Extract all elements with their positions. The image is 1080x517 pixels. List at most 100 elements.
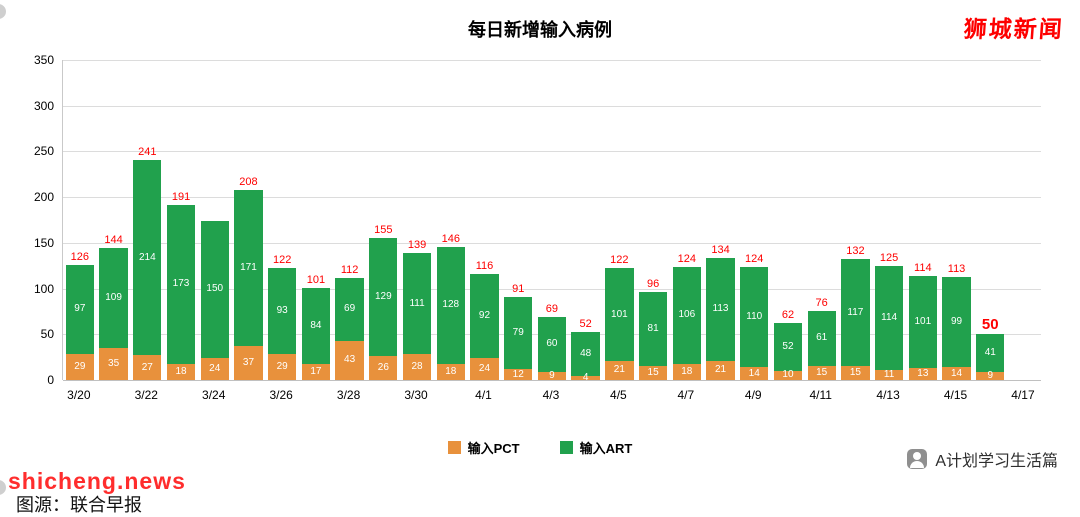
stacked-bar: 93 29 <box>268 268 297 380</box>
stacked-bar: 106 18 <box>672 266 701 380</box>
gridline <box>63 380 1041 381</box>
bar-slot: 124 106 18 <box>670 60 704 380</box>
bar-slot: 155 129 26 <box>366 60 400 380</box>
stacked-bar: 114 11 <box>874 265 904 380</box>
bar-slot: 150 24 <box>198 60 232 380</box>
bar-total-label: 116 <box>475 259 494 272</box>
brand-watermark: 狮城新闻 <box>962 16 1065 42</box>
stacked-bar: 97 29 <box>65 264 95 380</box>
bar-total-label: 132 <box>846 245 865 258</box>
bar-total-label: 62 <box>781 309 795 322</box>
x-axis-tick-label: 4/11 <box>809 388 832 402</box>
bar-segment-art: 61 <box>807 310 836 367</box>
bar-segment-art: 84 <box>301 287 331 365</box>
bar-segment-pct: 15 <box>807 366 836 380</box>
bar-slot: 122 93 29 <box>265 60 299 380</box>
bar-segment-pct: 21 <box>605 360 634 380</box>
x-axis-tick-label <box>231 388 265 402</box>
bar-segment-pct: 18 <box>436 363 465 380</box>
legend-item-art: 输入ART <box>559 438 632 457</box>
bar-slot: 112 69 43 <box>333 60 367 380</box>
bar-segment-pct: 15 <box>841 366 870 380</box>
bar-slot: 62 52 10 <box>771 60 805 380</box>
bar-slot: 114 101 13 <box>906 60 940 380</box>
bar-slot: 52 48 4 <box>569 60 603 382</box>
x-axis-tick-label: 4/9 <box>744 388 762 402</box>
bar-slot: 134 113 21 <box>704 60 738 380</box>
x-axis-tick-label <box>770 388 804 402</box>
x-axis-tick-label: 4/1 <box>475 388 492 402</box>
bar-segment-art: 171 <box>234 189 263 347</box>
bar-total-label: 124 <box>677 252 696 265</box>
bar-total-label: 76 <box>815 296 828 309</box>
x-axis-tick-label: 3/28 <box>336 388 361 402</box>
stacked-bar: 113 21 <box>706 257 735 380</box>
bar-total-label: 122 <box>272 254 292 267</box>
x-axis-tick-label <box>568 388 602 402</box>
gridline <box>63 60 1041 61</box>
bar-segment-art: 97 <box>65 264 95 354</box>
bar-series: 126 97 29 144 109 35 241 214 27 191 173 18 150 24 208 1… <box>63 60 1041 382</box>
y-axis-tick-label: 150 <box>33 235 54 250</box>
bar-segment-pct: 15 <box>638 366 668 380</box>
bar-total-label: 101 <box>306 273 326 286</box>
bar-slot: 132 117 15 <box>839 60 873 380</box>
clipped-share-icon[interactable] <box>0 4 6 19</box>
bar-total-label: 69 <box>545 302 559 315</box>
x-axis-tick-label: 4/13 <box>876 388 900 402</box>
bar-slot: 69 60 9 <box>535 60 569 381</box>
bar-slot: 191 173 18 <box>164 60 198 380</box>
stacked-bar: 99 14 <box>942 276 971 380</box>
y-axis-tick-label: 250 <box>33 144 54 159</box>
x-axis-tick-label <box>500 388 534 402</box>
stacked-bar: 110 14 <box>740 266 769 380</box>
bar-segment-pct: 14 <box>942 367 971 380</box>
bar-segment-art: 60 <box>537 316 567 372</box>
bar-slot: 144 109 35 <box>97 60 131 380</box>
bar-slot: 241 214 27 <box>130 60 164 380</box>
bar-total-label: 96 <box>646 278 660 291</box>
bar-segment-pct: 9 <box>537 370 567 381</box>
x-axis-tick-label: 3/30 <box>404 388 428 402</box>
x-axis-tick-label <box>635 388 669 402</box>
gridline <box>63 197 1041 199</box>
bar-segment-art: 69 <box>335 277 364 341</box>
bar-total-label: 113 <box>947 262 966 275</box>
gridline <box>63 151 1041 153</box>
bar-segment-art: 99 <box>942 276 971 368</box>
stacked-bar: 150 24 <box>200 220 229 380</box>
y-axis-tick-label: 350 <box>33 53 54 67</box>
bar-slot: 50 41 9 <box>973 60 1007 381</box>
bar-segment-pct: 24 <box>200 358 229 380</box>
bar-segment-pct: 4 <box>571 373 600 382</box>
art-swatch-icon <box>559 441 573 454</box>
bar-total-label: 144 <box>104 234 123 247</box>
bar-segment-art: 81 <box>638 292 668 367</box>
bar-segment-art: 52 <box>773 323 803 371</box>
stacked-bar: 109 35 <box>99 248 128 380</box>
y-axis-tick-label: 300 <box>33 98 54 113</box>
stacked-bar: 41 9 <box>976 334 1005 381</box>
x-axis-tick-label: 4/15 <box>943 388 968 402</box>
clipped-share-icon[interactable] <box>0 480 6 495</box>
legend-item-pct: 输入PCT <box>447 438 520 457</box>
bar-segment-art: 106 <box>672 266 701 364</box>
bar-slot: 122 101 21 <box>603 60 637 380</box>
bar-total-label: 125 <box>879 251 899 264</box>
bar-segment-pct: 29 <box>65 353 95 380</box>
stacked-bar: 60 9 <box>537 316 567 381</box>
x-axis-tick-label: 4/3 <box>542 388 560 402</box>
x-axis-tick-label: 4/17 <box>1011 388 1035 402</box>
bar-segment-pct: 24 <box>470 358 499 380</box>
bar-total-label: 126 <box>70 250 90 263</box>
stacked-bar: 92 24 <box>470 273 499 380</box>
bar-total-label: 146 <box>441 232 460 245</box>
x-axis-tick-label <box>163 388 197 402</box>
bar-segment-art: 41 <box>976 334 1005 372</box>
y-axis-tick-label: 200 <box>33 190 54 205</box>
stacked-bar: 101 13 <box>908 275 937 380</box>
x-axis-tick-label <box>703 388 737 402</box>
stacked-bar: 52 10 <box>773 323 803 380</box>
stacked-bar: 79 12 <box>504 296 533 380</box>
x-axis: 3/20 3/22 3/24 3/26 3/28 3/30 4/1 4/3 4/5 4/7 4/9 4… <box>62 388 1040 402</box>
